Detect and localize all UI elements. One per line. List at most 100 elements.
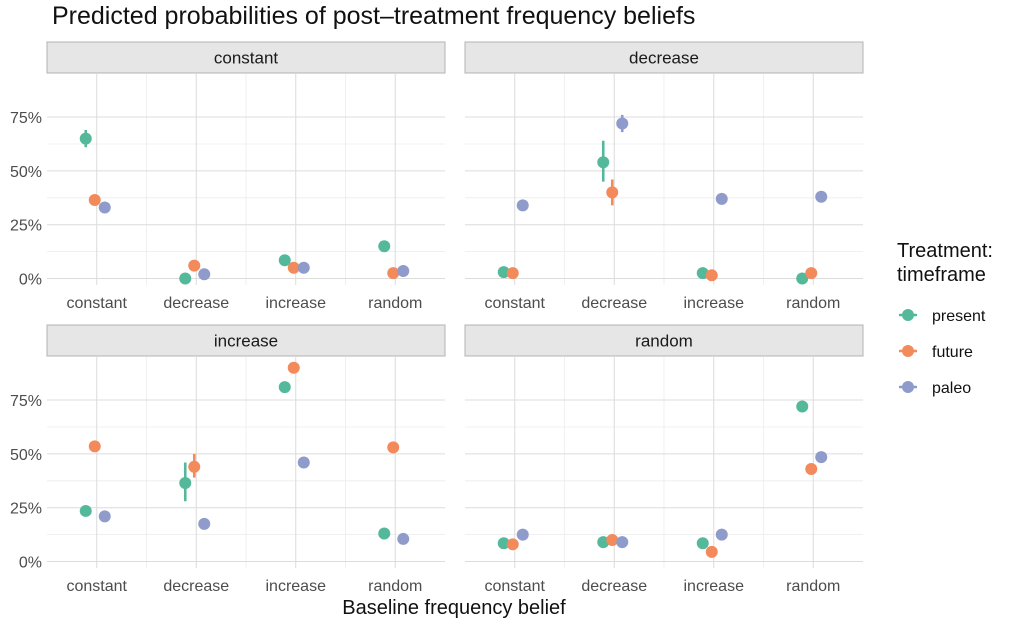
point-future-constant xyxy=(88,440,101,453)
point-paleo-decrease xyxy=(198,268,211,281)
point-paleo-random xyxy=(815,190,828,203)
point-future-decrease xyxy=(188,259,201,272)
point-paleo-increase xyxy=(715,192,728,205)
point-paleo-decrease xyxy=(616,117,629,130)
point-future-random xyxy=(387,441,400,454)
point-future-random xyxy=(805,267,818,280)
point-present-decrease xyxy=(179,476,192,489)
y-tick-label: 50% xyxy=(10,164,42,181)
strip-background xyxy=(46,324,446,357)
legend-keys: present future paleo xyxy=(899,308,986,397)
point-paleo-constant xyxy=(98,201,111,214)
point-present-constant xyxy=(497,266,510,279)
x-tick-label: constant xyxy=(485,578,546,595)
x-tick-label: random xyxy=(786,295,840,312)
legend-item-paleo: paleo xyxy=(899,380,971,397)
y-tick-label: 25% xyxy=(10,218,42,235)
strip-label: random xyxy=(635,332,693,351)
legend-label: future xyxy=(932,344,973,361)
point-paleo-increase xyxy=(297,456,310,469)
point-paleo-increase xyxy=(297,261,310,274)
x-tick-label: decrease xyxy=(163,578,229,595)
x-tick-label: decrease xyxy=(581,295,647,312)
point-present-decrease xyxy=(179,272,192,285)
point-paleo-constant xyxy=(516,199,529,212)
strip-background xyxy=(46,41,446,74)
x-tick-label: constant xyxy=(67,295,128,312)
point-paleo-random xyxy=(397,265,410,278)
x-tick-label: constant xyxy=(67,578,128,595)
legend-key-point xyxy=(902,309,914,321)
point-paleo-random xyxy=(815,451,828,464)
x-tick-label: constant xyxy=(485,295,546,312)
point-present-increase xyxy=(278,254,291,267)
legend: Treatment: timeframe present future paleo xyxy=(897,240,993,397)
strip-label: constant xyxy=(214,49,279,68)
legend-label: paleo xyxy=(932,380,971,397)
legend-key-point xyxy=(902,381,914,393)
point-present-decrease xyxy=(597,536,610,549)
legend-title-line1: Treatment: xyxy=(897,240,993,262)
x-tick-label: increase xyxy=(684,295,745,312)
panel-decrease: decrease constant decrease increase random xyxy=(464,41,864,312)
y-tick-label: 0% xyxy=(19,272,42,289)
strip-background xyxy=(464,324,864,357)
point-future-decrease xyxy=(606,534,619,547)
point-future-increase xyxy=(287,361,300,374)
point-future-random xyxy=(387,267,400,280)
x-tick-label: increase xyxy=(684,578,745,595)
point-future-increase xyxy=(287,261,300,274)
legend-item-present: present xyxy=(899,308,986,325)
point-future-increase xyxy=(705,269,718,282)
x-tick-label: decrease xyxy=(581,578,647,595)
x-tick-label: decrease xyxy=(163,295,229,312)
panel-increase: increase 0% 25% 50% 75% constant decrease incre… xyxy=(10,324,446,595)
strip-label: decrease xyxy=(629,49,699,68)
point-present-increase xyxy=(278,381,291,394)
panel-random: random constant decrease increase random xyxy=(464,324,864,595)
point-paleo-decrease xyxy=(198,517,211,530)
point-paleo-decrease xyxy=(616,536,629,549)
point-present-random xyxy=(796,400,809,413)
point-present-constant xyxy=(79,504,92,517)
legend-title-line2: timeframe xyxy=(897,264,986,286)
point-future-decrease xyxy=(188,460,201,473)
point-paleo-increase xyxy=(715,528,728,541)
point-future-increase xyxy=(705,545,718,558)
point-present-constant xyxy=(79,132,92,145)
strip-background xyxy=(464,41,864,74)
point-paleo-constant xyxy=(516,528,529,541)
chart-title: Predicted probabilities of post–treatmen… xyxy=(52,2,695,30)
point-present-increase xyxy=(696,267,709,280)
point-present-random xyxy=(378,527,391,540)
x-axis-title: Baseline frequency belief xyxy=(342,597,566,619)
legend-label: present xyxy=(932,308,986,325)
point-present-random xyxy=(796,272,809,285)
x-tick-label: increase xyxy=(266,578,327,595)
point-future-random xyxy=(805,462,818,475)
point-future-constant xyxy=(506,538,519,551)
point-future-constant xyxy=(506,267,519,280)
x-tick-label: increase xyxy=(266,295,327,312)
legend-key-point xyxy=(902,345,914,357)
strip-label: increase xyxy=(214,332,278,351)
y-tick-label: 75% xyxy=(10,110,42,127)
panel-constant: constant 0% 25% 50% 75% constant decrease incre… xyxy=(10,41,446,312)
y-tick-label: 50% xyxy=(10,447,42,464)
x-tick-label: random xyxy=(786,578,840,595)
y-tick-label: 75% xyxy=(10,393,42,410)
legend-item-future: future xyxy=(899,344,973,361)
point-paleo-constant xyxy=(98,510,111,523)
point-present-increase xyxy=(696,537,709,550)
x-tick-label: random xyxy=(368,295,422,312)
point-present-decrease xyxy=(597,156,610,169)
point-future-constant xyxy=(88,193,101,206)
point-future-decrease xyxy=(606,186,619,199)
x-tick-label: random xyxy=(368,578,422,595)
y-tick-label: 0% xyxy=(19,555,42,572)
point-present-random xyxy=(378,240,391,253)
point-paleo-random xyxy=(397,532,410,545)
y-tick-label: 25% xyxy=(10,501,42,518)
